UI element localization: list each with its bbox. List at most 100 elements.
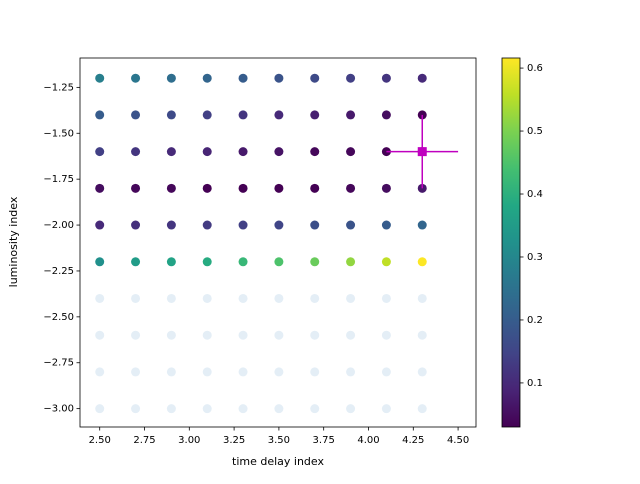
point bbox=[238, 220, 248, 230]
colorbar-tick-label: 0.3 bbox=[527, 252, 543, 263]
point bbox=[166, 220, 176, 230]
x-tick-label: 3.50 bbox=[268, 435, 290, 446]
point bbox=[346, 293, 356, 303]
point bbox=[202, 330, 212, 340]
point bbox=[202, 220, 212, 230]
point bbox=[238, 147, 248, 157]
point bbox=[310, 367, 320, 377]
y-axis-label: luminosity index bbox=[7, 196, 20, 287]
point bbox=[274, 330, 284, 340]
point bbox=[381, 110, 391, 120]
point bbox=[95, 257, 105, 267]
point bbox=[346, 367, 356, 377]
point bbox=[274, 367, 284, 377]
point bbox=[95, 183, 105, 193]
point bbox=[274, 257, 284, 267]
colorbar-frame bbox=[501, 57, 521, 428]
point bbox=[166, 367, 176, 377]
point bbox=[95, 110, 105, 120]
point bbox=[166, 147, 176, 157]
point bbox=[346, 147, 356, 157]
point bbox=[274, 183, 284, 193]
point bbox=[310, 330, 320, 340]
x-tick-label: 4.00 bbox=[357, 435, 379, 446]
plot-frame bbox=[79, 57, 477, 428]
point bbox=[310, 257, 320, 267]
point bbox=[417, 220, 427, 230]
point bbox=[202, 147, 212, 157]
colorbar-tick-label: 0.2 bbox=[527, 315, 543, 326]
point bbox=[310, 183, 320, 193]
point bbox=[417, 330, 427, 340]
point bbox=[274, 73, 284, 83]
point bbox=[202, 73, 212, 83]
point bbox=[95, 220, 105, 230]
point bbox=[381, 257, 391, 267]
point bbox=[238, 183, 248, 193]
point bbox=[310, 147, 320, 157]
point bbox=[202, 367, 212, 377]
point bbox=[131, 110, 141, 120]
point bbox=[346, 330, 356, 340]
point bbox=[131, 367, 141, 377]
point bbox=[202, 404, 212, 414]
point bbox=[95, 404, 105, 414]
point bbox=[274, 147, 284, 157]
point bbox=[238, 404, 248, 414]
point bbox=[381, 404, 391, 414]
point bbox=[166, 330, 176, 340]
point bbox=[346, 220, 356, 230]
point bbox=[274, 293, 284, 303]
point bbox=[202, 257, 212, 267]
point bbox=[202, 183, 212, 193]
point bbox=[310, 293, 320, 303]
point bbox=[238, 257, 248, 267]
colorbar-tick-label: 0.5 bbox=[527, 126, 543, 137]
point bbox=[202, 293, 212, 303]
point bbox=[381, 220, 391, 230]
point bbox=[417, 73, 427, 83]
point bbox=[238, 330, 248, 340]
point bbox=[238, 367, 248, 377]
point bbox=[95, 147, 105, 157]
point bbox=[417, 367, 427, 377]
point bbox=[238, 110, 248, 120]
point bbox=[131, 220, 141, 230]
point bbox=[274, 404, 284, 414]
point bbox=[131, 147, 141, 157]
point bbox=[166, 73, 176, 83]
x-axis-label: time delay index bbox=[232, 455, 324, 468]
point bbox=[274, 220, 284, 230]
point bbox=[310, 110, 320, 120]
y-tick-label: −2.75 bbox=[43, 358, 74, 369]
point bbox=[166, 404, 176, 414]
x-tick-label: 4.50 bbox=[447, 435, 469, 446]
point bbox=[310, 404, 320, 414]
point bbox=[131, 183, 141, 193]
y-tick-label: −2.00 bbox=[43, 220, 74, 231]
point bbox=[310, 220, 320, 230]
point bbox=[131, 293, 141, 303]
point bbox=[346, 110, 356, 120]
point bbox=[166, 257, 176, 267]
x-tick-label: 2.50 bbox=[89, 435, 111, 446]
point bbox=[274, 110, 284, 120]
point bbox=[381, 330, 391, 340]
point bbox=[346, 257, 356, 267]
point bbox=[346, 404, 356, 414]
x-tick-label: 4.25 bbox=[402, 435, 424, 446]
point bbox=[238, 73, 248, 83]
y-tick-label: −1.75 bbox=[43, 174, 74, 185]
colorbar bbox=[502, 58, 520, 427]
point bbox=[310, 73, 320, 83]
point bbox=[346, 73, 356, 83]
colorbar-tick-label: 0.4 bbox=[527, 189, 543, 200]
y-tick-label: −2.25 bbox=[43, 266, 74, 277]
point bbox=[166, 183, 176, 193]
point bbox=[238, 293, 248, 303]
colorbar-tick-label: 0.6 bbox=[527, 63, 543, 74]
point bbox=[417, 293, 427, 303]
point bbox=[95, 73, 105, 83]
point bbox=[381, 293, 391, 303]
